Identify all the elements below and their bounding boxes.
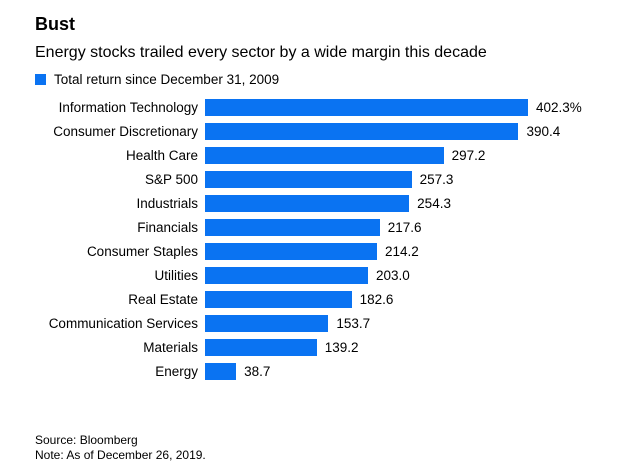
bar-row: Real Estate 182.6 xyxy=(35,287,614,311)
value-label: 182.6 xyxy=(359,291,394,307)
bar-area: 390.4 xyxy=(205,122,614,140)
value-label: 153.7 xyxy=(336,315,371,331)
category-label: Consumer Staples xyxy=(86,243,198,259)
bar-row: Energy 38.7 xyxy=(35,359,614,383)
bar xyxy=(205,290,352,308)
bar xyxy=(205,242,377,260)
chart-subtitle: Energy stocks trailed every sector by a … xyxy=(35,44,487,61)
legend: Total return since December 31, 2009 xyxy=(35,71,614,87)
category-label: Materials xyxy=(143,339,198,355)
category-label: Consumer Discretionary xyxy=(53,123,198,139)
legend-swatch-icon xyxy=(35,73,46,85)
category-label: S&P 500 xyxy=(144,171,198,187)
value-label: 203.0 xyxy=(375,267,410,283)
value-label: 214.2 xyxy=(384,243,419,259)
bar-row: Materials 139.2 xyxy=(35,335,614,359)
value-label: 217.6 xyxy=(387,219,422,235)
chart-title: Bust xyxy=(35,14,75,34)
bar xyxy=(205,122,519,140)
value-label: 254.3 xyxy=(417,195,451,211)
category-label: Utilities xyxy=(154,267,198,283)
bar-chart: Information Technology 402.3% Consumer Dis… xyxy=(35,95,614,383)
bar-area: 38.7 xyxy=(205,362,614,380)
value-label: 139.2 xyxy=(324,339,359,355)
bar-row: Utilities 203.0 xyxy=(35,263,614,287)
category-label: Industrials xyxy=(136,195,198,211)
value-label: 38.7 xyxy=(244,363,271,379)
bar-row: Communication Services 153.7 xyxy=(35,311,614,335)
bar xyxy=(205,218,380,236)
bar-area: 153.7 xyxy=(205,314,614,332)
bar-area: 139.2 xyxy=(205,338,614,356)
category-label: Financials xyxy=(137,219,198,235)
source-note: Source: Bloomberg xyxy=(35,433,138,447)
bar-row: Consumer Discretionary 390.4 xyxy=(35,119,614,143)
bar-area: 402.3% xyxy=(205,98,614,116)
date-note: Note: As of December 26, 2019. xyxy=(35,448,206,462)
bar-area: 182.6 xyxy=(205,290,614,308)
bar xyxy=(205,314,329,332)
bar-area: 297.2 xyxy=(205,146,614,164)
bar-row: Health Care 297.2 xyxy=(35,143,614,167)
chart-footer: Source: Bloomberg Note: As of December 2… xyxy=(35,433,206,463)
bar-row: Financials 217.6 xyxy=(35,215,614,239)
value-label: 402.3% xyxy=(536,99,582,115)
bar-row: Consumer Staples 214.2 xyxy=(35,239,614,263)
bar xyxy=(205,170,412,188)
bar xyxy=(205,194,410,212)
bar xyxy=(205,338,317,356)
bar xyxy=(205,362,237,380)
value-label: 390.4 xyxy=(526,123,561,139)
bar-area: 217.6 xyxy=(205,218,614,236)
legend-label: Total return since December 31, 2009 xyxy=(54,71,280,87)
category-label: Health Care xyxy=(125,147,198,163)
bar-area: 254.3 xyxy=(205,194,614,212)
bar-row: S&P 500 257.3 xyxy=(35,167,614,191)
bar-row: Industrials 254.3 xyxy=(35,191,614,215)
bar-area: 257.3 xyxy=(205,170,614,188)
bar xyxy=(205,98,528,116)
bar-area: 203.0 xyxy=(205,266,614,284)
category-label: Energy xyxy=(155,363,198,379)
bar-row: Information Technology 402.3% xyxy=(35,95,614,119)
bar-area: 214.2 xyxy=(205,242,614,260)
value-label: 297.2 xyxy=(451,147,486,163)
category-label: Real Estate xyxy=(128,291,198,307)
value-label: 257.3 xyxy=(419,171,454,187)
category-label: Information Technology xyxy=(58,99,198,115)
bar xyxy=(205,146,444,164)
category-label: Communication Services xyxy=(48,315,198,331)
bar xyxy=(205,266,368,284)
